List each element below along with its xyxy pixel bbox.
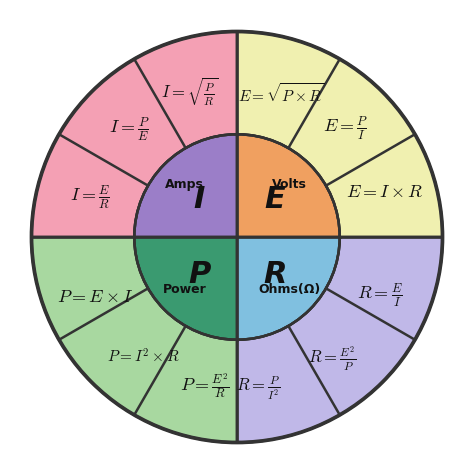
Text: $E=I\times R$: $E=I\times R$ bbox=[346, 183, 423, 201]
Wedge shape bbox=[31, 237, 237, 443]
Wedge shape bbox=[134, 134, 237, 237]
Text: $P=\frac{E^2}{R}$: $P=\frac{E^2}{R}$ bbox=[181, 371, 230, 400]
Text: $I=\sqrt{\frac{P}{R}}$: $I=\sqrt{\frac{P}{R}}$ bbox=[161, 76, 219, 109]
Text: $I=\frac{E}{R}$: $I=\frac{E}{R}$ bbox=[70, 184, 110, 211]
Text: E: E bbox=[264, 185, 285, 214]
Wedge shape bbox=[134, 237, 237, 340]
Text: R: R bbox=[263, 260, 286, 289]
Text: $E=\frac{P}{I}$: $E=\frac{P}{I}$ bbox=[323, 114, 369, 142]
Text: Power: Power bbox=[163, 283, 207, 296]
Circle shape bbox=[31, 31, 443, 443]
Text: I: I bbox=[193, 185, 205, 214]
Text: $E=\sqrt{P\times R}$: $E=\sqrt{P\times R}$ bbox=[237, 82, 324, 105]
Wedge shape bbox=[31, 31, 237, 237]
Wedge shape bbox=[237, 134, 340, 237]
Text: $R=\frac{E}{I}$: $R=\frac{E}{I}$ bbox=[357, 281, 403, 309]
Wedge shape bbox=[237, 237, 443, 443]
Wedge shape bbox=[237, 237, 340, 340]
Text: $I=\frac{P}{E}$: $I=\frac{P}{E}$ bbox=[109, 116, 150, 143]
Text: $P=E\times I$: $P=E\times I$ bbox=[57, 288, 134, 306]
Wedge shape bbox=[237, 31, 443, 237]
Text: P: P bbox=[188, 260, 210, 289]
Text: $P=I^2\times R$: $P=I^2\times R$ bbox=[107, 348, 180, 366]
Text: Amps: Amps bbox=[165, 178, 204, 191]
Text: Ohms(Ω): Ohms(Ω) bbox=[258, 283, 320, 296]
Text: $R=\frac{P}{I^2}$: $R=\frac{P}{I^2}$ bbox=[236, 374, 281, 401]
Text: Volts: Volts bbox=[272, 178, 307, 191]
Text: $R=\frac{E^2}{P}$: $R=\frac{E^2}{P}$ bbox=[308, 344, 356, 373]
